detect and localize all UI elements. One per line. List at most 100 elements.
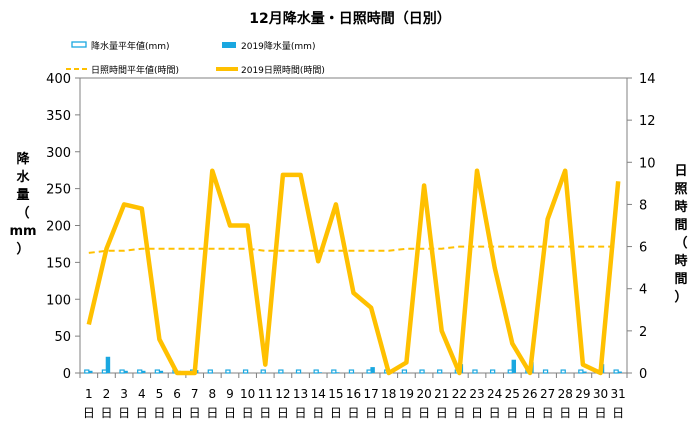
bar-normal-precip: [242, 369, 249, 374]
bar-normal-precip: [489, 369, 496, 374]
y-right-tick-label: 6: [639, 241, 647, 256]
y-right-label-char: ）: [674, 289, 687, 305]
x-tick-label-suffix: 日: [330, 406, 342, 420]
x-tick-label: 15: [328, 387, 343, 401]
legend-label: 日照時間平年値(時間): [91, 64, 179, 76]
bar-normal-precip: [472, 369, 478, 374]
y-left-tick-label: 150: [46, 256, 71, 271]
y-left-label-char: mm: [9, 224, 36, 239]
legend-swatch-2019-precip: [222, 42, 236, 48]
y-left-tick-label: 250: [46, 183, 71, 198]
x-tick-label: 4: [138, 387, 146, 401]
x-tick-label-suffix: 日: [277, 406, 289, 420]
x-tick-label-suffix: 日: [453, 406, 465, 420]
x-tick-label: 8: [209, 387, 217, 401]
bar-normal-precip: [295, 369, 302, 374]
x-tick-label-suffix: 日: [542, 406, 554, 420]
y-left-label-char: 量: [16, 188, 29, 203]
bar-normal-precip: [348, 369, 355, 374]
bar-2019-precip: [158, 370, 164, 373]
bar-normal-precip: [331, 369, 337, 374]
bar-normal-precip: [578, 369, 584, 374]
y-left-label-char: ）: [16, 241, 29, 257]
bar-normal-precip: [260, 369, 266, 374]
x-tick-label-suffix: 日: [83, 406, 95, 420]
bar-2019-precip: [582, 371, 587, 373]
bar-normal-precip: [542, 369, 549, 374]
y-axis-right-label: 日照時間（時間）: [674, 164, 687, 305]
y-right-label-char: 日: [674, 164, 687, 179]
y-right-label-char: 間: [674, 272, 687, 287]
x-tick-label-suffix: 日: [259, 406, 271, 420]
x-tick-label: 16: [346, 387, 361, 401]
x-tick-label-suffix: 日: [189, 406, 201, 420]
x-tick-label: 19: [399, 387, 414, 401]
x-tick-label-suffix: 日: [347, 406, 359, 420]
line-normal-sunshine: [88, 245, 619, 254]
x-tick-label: 12: [275, 387, 290, 401]
x-tick-label-suffix: 日: [171, 406, 183, 420]
y-right-tick-label: 4: [639, 283, 647, 298]
y-left-tick-label: 400: [46, 72, 71, 87]
x-tick-label: 11: [258, 387, 273, 401]
x-tick-label: 13: [293, 387, 308, 401]
y-right-tick-label: 10: [639, 156, 656, 171]
bar-normal-precip: [207, 369, 213, 374]
x-tick-label: 24: [487, 387, 502, 401]
plot-area: 050100150200250300350400024681012141日2日3…: [46, 72, 655, 420]
x-tick-label-suffix: 日: [383, 406, 395, 420]
x-tick-label-suffix: 日: [365, 406, 377, 420]
y-left-label-char: （: [16, 205, 29, 221]
y-left-tick-label: 300: [46, 146, 71, 161]
bar-normal-precip: [419, 369, 425, 374]
bar-2019-precip: [335, 372, 340, 373]
x-tick-label: 9: [226, 387, 234, 401]
x-tick-label: 20: [416, 387, 431, 401]
y-left-tick-label: 50: [54, 330, 71, 345]
x-tick-label: 10: [240, 387, 255, 401]
y-right-tick-label: 8: [639, 198, 647, 213]
bar-normal-precip: [84, 369, 90, 374]
bar-normal-precip: [366, 369, 372, 374]
x-tick-label: 22: [452, 387, 467, 401]
x-tick-label-suffix: 日: [489, 406, 501, 420]
y-left-label-char: 降: [16, 151, 30, 167]
x-tick-label: 27: [540, 387, 555, 401]
x-tick-label-suffix: 日: [559, 406, 571, 420]
bar-normal-precip: [313, 369, 319, 374]
bar-2019-precip: [370, 367, 375, 373]
x-tick-label-suffix: 日: [312, 406, 324, 420]
bar-2019-precip: [141, 370, 146, 373]
y-right-label-char: 時: [674, 253, 687, 269]
x-tick-label: 1: [85, 387, 93, 401]
y-right-tick-label: 12: [639, 114, 656, 129]
bar-normal-precip: [101, 369, 108, 374]
x-tick-label-suffix: 日: [595, 406, 607, 420]
bar-normal-precip: [137, 369, 143, 374]
bar-2019-precip: [317, 372, 322, 373]
x-tick-label-suffix: 日: [136, 406, 148, 420]
bar-normal-precip: [560, 369, 566, 374]
chart-title: 12月降水量・日照時間（日別）: [249, 10, 450, 27]
x-tick-label-suffix: 日: [100, 406, 112, 420]
x-tick-label-suffix: 日: [295, 406, 307, 420]
bar-normal-precip: [278, 369, 284, 374]
bar-2019-precip: [123, 370, 128, 373]
bar-normal-precip: [437, 369, 443, 374]
x-tick-label: 30: [593, 387, 608, 401]
bar-2019-precip: [511, 359, 517, 373]
y-right-tick-label: 14: [639, 72, 656, 87]
x-tick-label-suffix: 日: [418, 406, 430, 420]
y-left-label-char: 水: [16, 169, 30, 185]
legend-label: 2019降水量(mm): [241, 40, 315, 52]
x-tick-label-suffix: 日: [506, 406, 518, 420]
legend-swatch-normal-precip: [71, 41, 87, 48]
x-tick-label: 21: [434, 387, 449, 401]
x-tick-label: 14: [311, 387, 326, 401]
x-tick-label: 23: [469, 387, 484, 401]
x-tick-label-suffix: 日: [153, 406, 165, 420]
bar-normal-precip: [613, 369, 619, 374]
x-tick-label: 7: [191, 387, 199, 401]
y-axis-left-label: 降水量 （ mm ）: [9, 151, 36, 257]
